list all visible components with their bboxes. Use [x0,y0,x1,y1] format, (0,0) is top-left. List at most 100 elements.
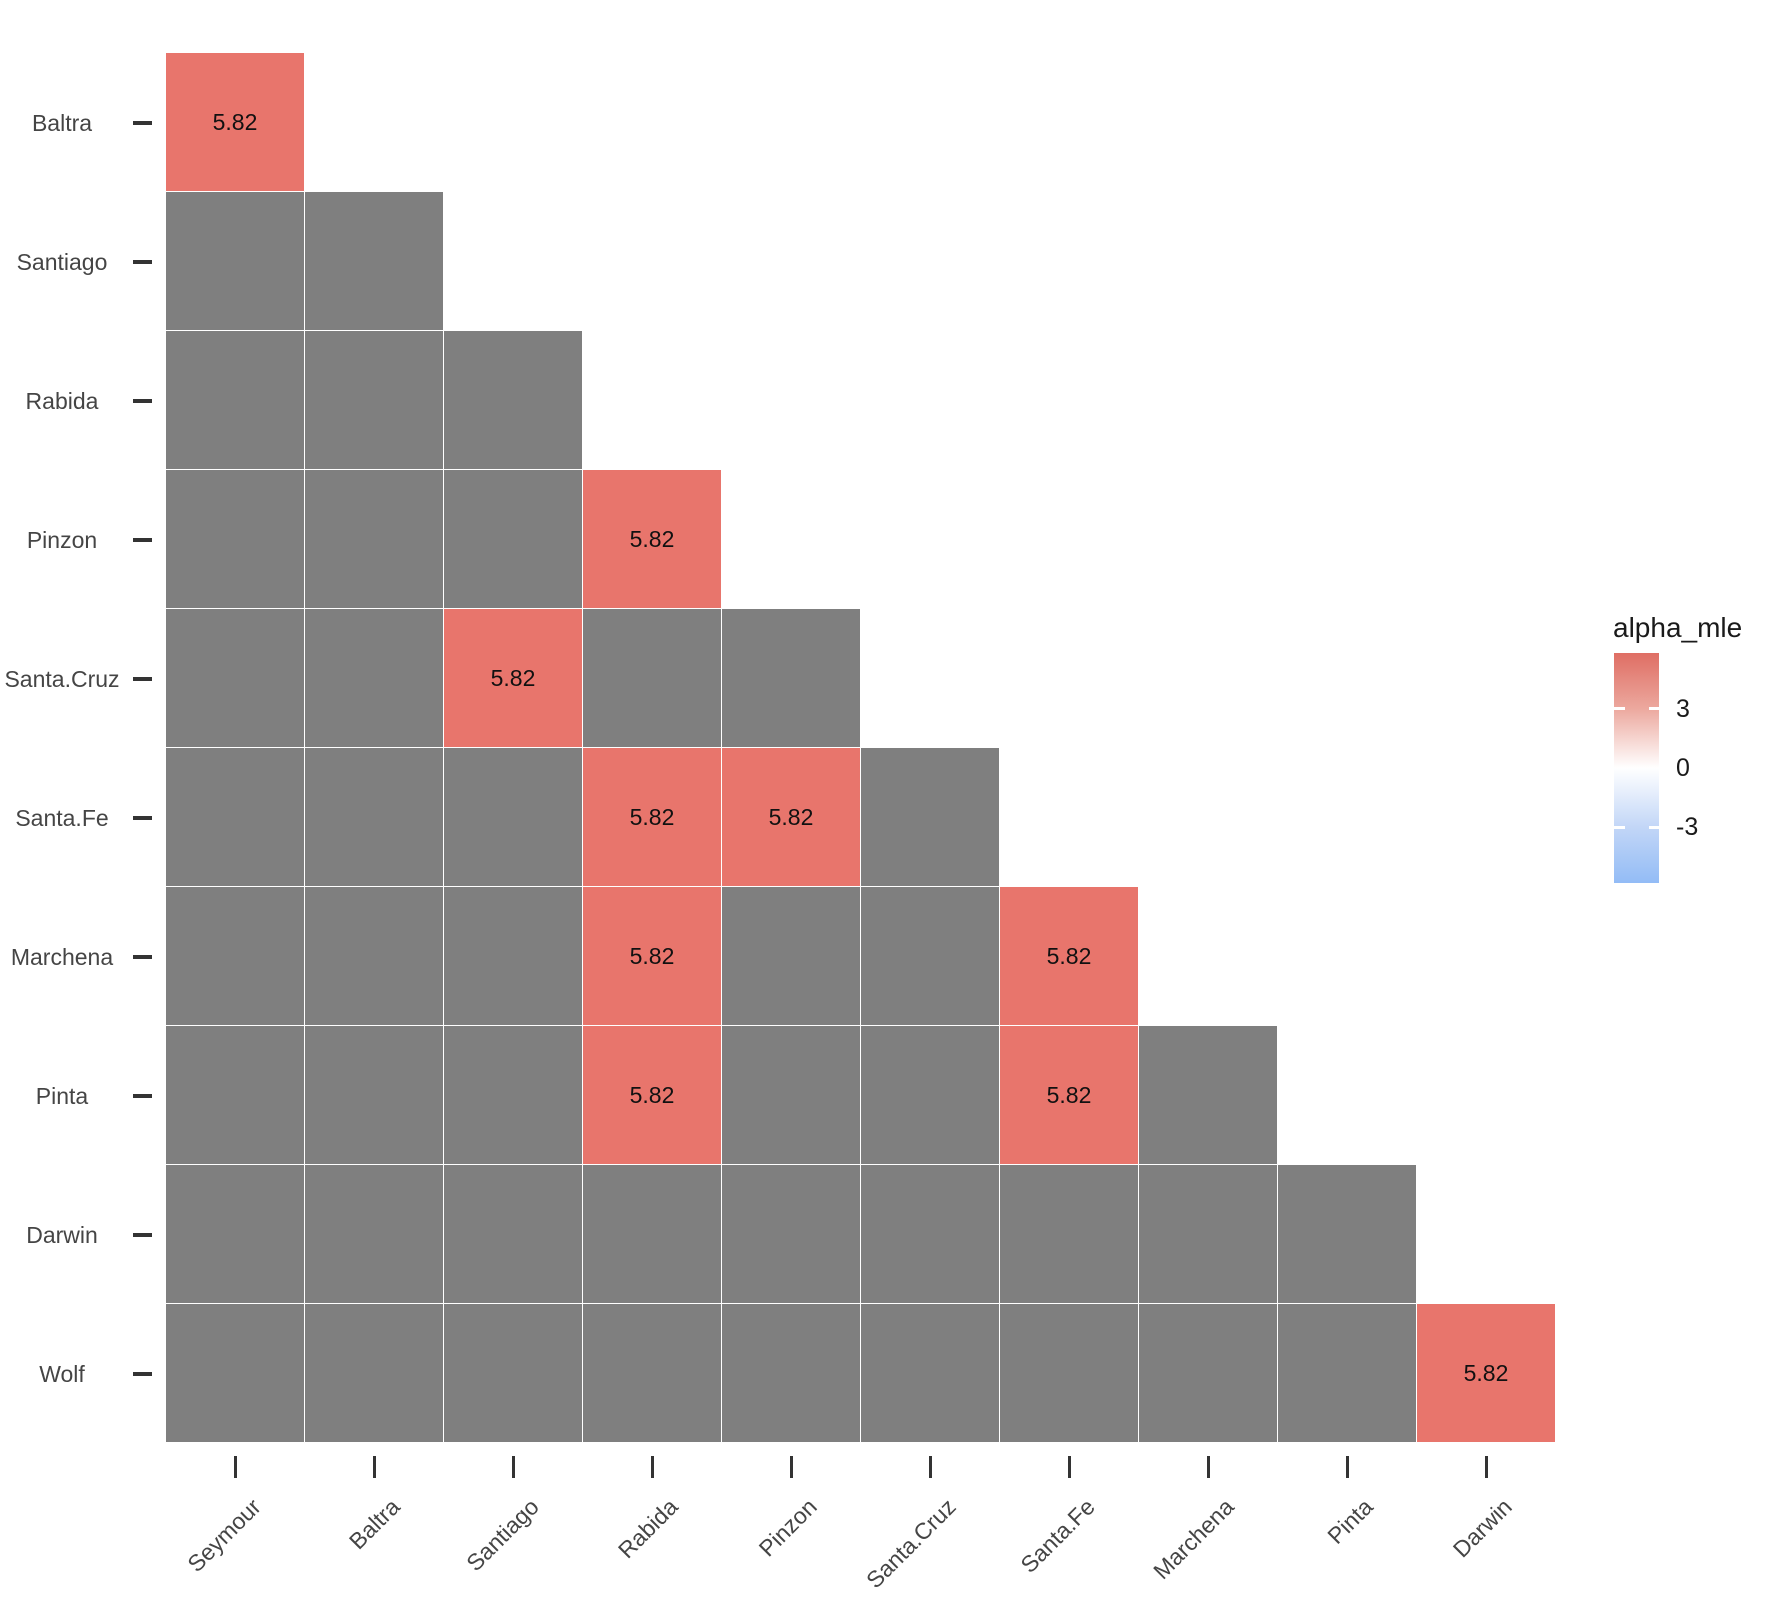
heatmap-cell [583,1304,721,1442]
y-axis-tick [133,1093,152,1098]
y-axis-label: Pinta [35,1082,89,1109]
heatmap-cell [1000,1165,1138,1303]
legend-colorbar [1614,653,1659,883]
cell-value-label: 5.82 [629,1081,675,1108]
heatmap-cell [444,1304,582,1442]
y-axis-label: Rabida [25,387,99,414]
cell-value-label: 5.82 [768,803,814,830]
x-axis-tick [1346,1456,1349,1478]
x-axis-tick [512,1456,515,1478]
heatmap-cell: 5.82 [444,609,582,747]
x-axis-tick [1068,1456,1071,1478]
cell-value-label: 5.82 [1463,1359,1509,1386]
y-axis-tick [133,259,152,264]
heatmap-cell [305,887,443,1025]
cell-value-label: 5.82 [212,108,258,135]
heatmap-cell: 5.82 [722,748,860,886]
y-axis-tick [133,1371,152,1376]
heatmap-cell [166,1026,304,1164]
y-axis-tick [133,537,152,542]
x-axis-tick [373,1456,376,1478]
heatmap-cell: 5.82 [583,887,721,1025]
heatmap-cell [305,331,443,469]
heatmap-cell: 5.82 [583,748,721,886]
heatmap-cell [861,1304,999,1442]
legend-tick-label: 3 [1676,694,1690,723]
y-axis-tick [133,1232,152,1237]
heatmap-cell: 5.82 [166,53,304,191]
x-axis-tick [790,1456,793,1478]
heatmap-cell [166,887,304,1025]
heatmap-cell [166,748,304,886]
legend-tick-label: -3 [1676,813,1699,842]
heatmap-cell [166,331,304,469]
x-axis-label: Seymour [181,1493,266,1577]
heatmap-cell [444,887,582,1025]
heatmap-cell: 5.82 [1417,1304,1555,1442]
heatmap-cell [861,748,999,886]
legend-tick-mark [1649,825,1660,829]
y-axis-label: Marchena [10,943,114,970]
cell-value-label: 5.82 [490,664,536,691]
heatmap-cell [444,331,582,469]
heatmap-cell [722,609,860,747]
heatmap-cell [1139,1026,1277,1164]
y-axis-tick [133,676,152,681]
y-axis-tick [133,120,152,125]
cell-value-label: 5.82 [1046,942,1092,969]
heatmap-cell [305,748,443,886]
y-axis-label: Santiago [16,248,108,275]
heatmap-cell: 5.82 [583,470,721,608]
heatmap-cell [861,1165,999,1303]
y-axis-tick [133,398,152,403]
heatmap-cell [583,609,721,747]
y-axis-tick [133,954,152,959]
heatmap-cell [1278,1165,1416,1303]
heatmap-cell [722,1304,860,1442]
heatmap-cell [444,1026,582,1164]
y-axis-label: Pinzon [26,526,98,553]
x-axis-tick [651,1456,654,1478]
heatmap-cell: 5.82 [583,1026,721,1164]
heatmap-cell [583,1165,721,1303]
heatmap-cell [305,609,443,747]
heatmap-cell [444,470,582,608]
legend-title: alpha_mle [1613,612,1743,643]
y-axis-label: Santa.Cruz [4,665,120,692]
cell-value-label: 5.82 [629,942,675,969]
x-axis-tick [929,1456,932,1478]
y-axis-label: Santa.Fe [15,804,109,831]
heatmap-cell [444,1165,582,1303]
heatmap-cell [722,1026,860,1164]
legend-tick-mark [1614,825,1625,829]
y-axis-tick [133,815,152,820]
heatmap-cell [166,192,304,330]
legend-tick-mark [1649,707,1660,711]
x-axis-tick [234,1456,237,1478]
y-axis-label: Wolf [39,1360,85,1387]
cell-value-label: 5.82 [1046,1081,1092,1108]
heatmap-cell [305,1304,443,1442]
heatmap-cell [166,1165,304,1303]
cell-value-label: 5.82 [629,525,675,552]
heatmap-cell [861,1026,999,1164]
heatmap-cell [444,748,582,886]
heatmap-cell [722,1165,860,1303]
legend-tick-mark [1614,707,1625,711]
heatmap-cell [305,1026,443,1164]
heatmap-cell [1278,1304,1416,1442]
heatmap-cell [1139,1165,1277,1303]
heatmap-cell [166,1304,304,1442]
heatmap-cell [722,887,860,1025]
heatmap-cell [166,609,304,747]
heatmap-cell: 5.82 [1000,887,1138,1025]
x-axis-tick [1485,1456,1488,1478]
heatmap-cell [305,1165,443,1303]
heatmap-cell [166,470,304,608]
heatmap-cell [861,887,999,1025]
heatmap-cell [1000,1304,1138,1442]
y-axis-label: Baltra [31,109,93,136]
x-axis-tick [1207,1456,1210,1478]
heatmap-cell [305,470,443,608]
